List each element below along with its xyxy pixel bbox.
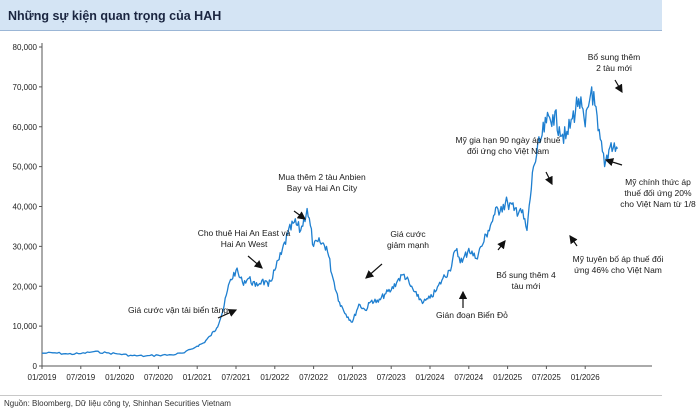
annotation-line: Gián đoạn Biển Đỏ — [436, 310, 508, 320]
annotation-arrow — [365, 263, 383, 279]
annotation: Bổ sung thêm 2 tàu mới — [588, 52, 640, 94]
annotation-line: 2 tàu mới — [596, 63, 632, 73]
annotation-text: Bổ sung thêm 4 tàu mới — [496, 270, 556, 291]
x-tick-label: 07/2021 — [222, 373, 251, 382]
y-tick-label: 0 — [33, 362, 38, 371]
annotation-arrow — [497, 240, 506, 251]
x-tick-label: 01/2026 — [571, 373, 600, 382]
chart-title: Những sự kiện quan trọng của HAH — [8, 9, 222, 23]
annotation-line: Mỹ tuyên bố áp thuế đối — [573, 254, 664, 264]
annotation-line: Bổ sung thêm 4 — [496, 270, 556, 280]
x-tick-label: 01/2022 — [260, 373, 289, 382]
x-tick-label: 01/2020 — [105, 373, 134, 382]
x-tick-label: 01/2025 — [493, 373, 522, 382]
x-tick-label: 07/2019 — [66, 373, 95, 382]
chart-title-bar: Những sự kiện quan trọng của HAH — [0, 0, 662, 30]
source-divider — [0, 395, 662, 396]
annotation-line: Mỹ gia hạn 90 ngày áp thuế — [456, 135, 561, 145]
annotation-text: Cho thuê Hai An East và Hai An West — [198, 228, 291, 249]
annotation-line: Mỹ chính thức áp — [625, 177, 691, 187]
annotation-text: Mỹ gia hạn 90 ngày áp thuế đối ứng cho Vi… — [456, 135, 561, 156]
annotation-line: đối ứng cho Việt Nam — [467, 146, 549, 156]
annotation-line: ứng 46% cho Việt Nam — [574, 265, 662, 275]
annotation-line: thuế đối ứng 20% — [624, 188, 692, 198]
annotation-text: Bổ sung thêm 2 tàu mới — [588, 52, 640, 73]
x-tick-label: 01/2023 — [338, 373, 367, 382]
annotation-text: Giá cước giảm mạnh — [387, 229, 429, 250]
annotation: Mỹ gia hạn 90 ngày áp thuế đối ứng cho Vi… — [456, 135, 561, 186]
annotation-text: Mua thêm 2 tàu Anbien Bay và Hai An City — [278, 172, 366, 193]
x-tick-label: 01/2021 — [183, 373, 212, 382]
annotation-arrow — [217, 309, 238, 319]
x-tick-label: 07/2023 — [377, 373, 406, 382]
annotation-text: Giá cước vận tải biển tăng — [128, 305, 228, 315]
x-tick-label: 07/2020 — [144, 373, 173, 382]
annotation-line: Giá cước vận tải biển tăng — [128, 305, 228, 315]
annotation: Mỹ tuyên bố áp thuế đối ứng 46% cho Việt … — [569, 235, 664, 275]
annotation-line: Hai An West — [221, 239, 268, 249]
y-tick-label: 30,000 — [13, 242, 38, 251]
y-tick-label: 60,000 — [13, 123, 38, 132]
source-note: Nguồn: Bloomberg, Dữ liệu công ty, Shinh… — [4, 399, 231, 408]
annotation: Cho thuê Hai An East và Hai An West — [198, 228, 291, 269]
annotation: Gián đoạn Biển Đỏ — [436, 290, 508, 320]
annotation-line: tàu mới — [512, 281, 541, 291]
annotation: Bổ sung thêm 4 tàu mới — [496, 240, 556, 291]
annotation-text: Mỹ chính thức áp thuế đối ứng 20% cho Việt… — [620, 177, 696, 209]
annotation-line: Mua thêm 2 tàu Anbien — [278, 172, 366, 182]
annotation-arrow — [604, 158, 623, 167]
annotation-arrow — [293, 210, 306, 220]
annotation: Mua thêm 2 tàu Anbien Bay và Hai An City — [278, 172, 366, 220]
annotation-arrow — [247, 255, 263, 269]
annotation: Giá cước giảm mạnh — [365, 229, 429, 279]
x-tick-label: 01/2019 — [28, 373, 57, 382]
x-tick-label: 01/2024 — [416, 373, 445, 382]
annotation: Giá cước vận tải biển tăng — [128, 305, 238, 319]
annotation-arrow — [614, 79, 623, 94]
annotation: Mỹ chính thức áp thuế đối ứng 20% cho Việt… — [604, 158, 696, 209]
y-tick-label: 80,000 — [13, 43, 38, 52]
annotation-arrow — [545, 171, 553, 186]
x-axis-ticks: 01/2019 07/2019 01/2020 07/2020 01/2021 07/20… — [28, 366, 600, 382]
title-divider — [0, 30, 662, 31]
y-tick-label: 50,000 — [13, 163, 38, 172]
series-group — [42, 86, 619, 358]
annotation-text: Mỹ tuyên bố áp thuế đối ứng 46% cho Việt … — [573, 254, 664, 275]
x-tick-label: 07/2022 — [299, 373, 328, 382]
y-tick-label: 10,000 — [13, 322, 38, 331]
annotation-line: Bay và Hai An City — [287, 183, 358, 193]
annotation-line: Bổ sung thêm — [588, 52, 640, 62]
annotation-arrow — [569, 235, 578, 247]
y-tick-label: 70,000 — [13, 83, 38, 92]
annotation-line: Cho thuê Hai An East và — [198, 228, 291, 238]
price-series-line — [42, 86, 619, 358]
annotation-line: cho Việt Nam từ 1/8 — [620, 199, 696, 209]
axes — [41, 43, 652, 367]
y-axis-ticks: 0 10,000 20,000 30,000 40,000 50,000 60,000 70,… — [13, 43, 42, 371]
annotation-text: Gián đoạn Biển Đỏ — [436, 310, 508, 320]
x-tick-label: 07/2024 — [454, 373, 483, 382]
y-tick-label: 20,000 — [13, 282, 38, 291]
annotations-group: Giá cước vận tải biển tăng Cho thuê Hai A… — [128, 52, 696, 320]
y-tick-label: 40,000 — [13, 203, 38, 212]
annotation-line: giảm mạnh — [387, 240, 429, 250]
annotation-line: Giá cước — [390, 229, 426, 239]
x-tick-label: 07/2025 — [532, 373, 561, 382]
